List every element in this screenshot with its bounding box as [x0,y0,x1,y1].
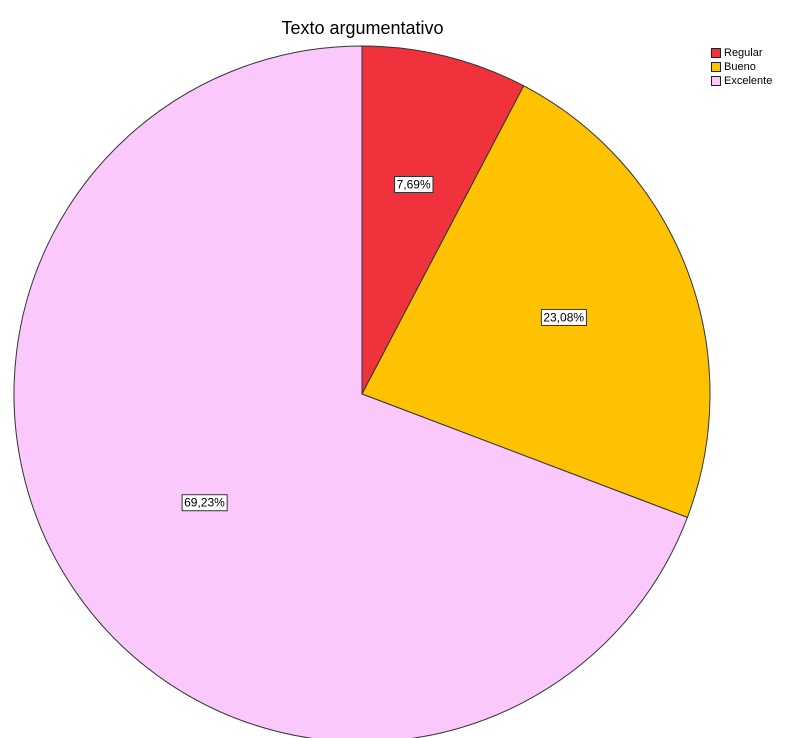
legend-swatch-excelente [711,76,721,86]
slice-label-excelente: 69,23% [181,494,228,512]
legend-label-regular: Regular [724,47,763,59]
legend-label-excelente: Excelente [724,75,773,87]
legend-label-bueno: Bueno [724,61,756,73]
slice-label-bueno: 23,08% [540,308,587,326]
legend-item-excelente: Excelente [711,74,772,88]
slice-label-box [540,308,587,326]
legend-swatch-bueno [711,62,721,72]
legend-item-bueno: Bueno [711,60,772,74]
legend: Regular Bueno Excelente [711,46,772,88]
slice-label-text: 7,69% [397,178,431,192]
slice-label-box [181,494,228,512]
pie-slice-excelente [13,45,689,738]
chart-title: Texto argumentativo [281,18,444,38]
legend-item-regular: Regular [711,46,772,60]
pie-slice-bueno [361,85,711,519]
slice-label-box [394,176,434,194]
slice-label-text: 69,23% [184,496,225,510]
pie-slices [13,45,711,738]
slice-label-text: 23,08% [543,310,584,324]
slice-labels: 7,69% 23,08% 69,23% [181,176,587,512]
slice-label-regular: 7,69% [394,176,434,194]
pie-slice-regular [361,45,525,395]
legend-swatch-regular [711,48,721,58]
